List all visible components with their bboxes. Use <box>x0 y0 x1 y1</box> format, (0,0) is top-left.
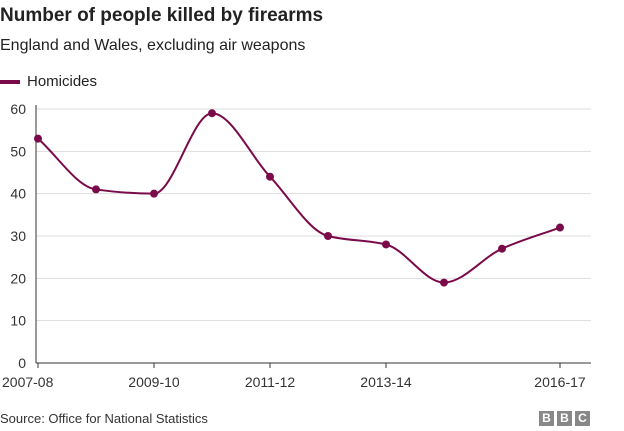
source-note: Source: Office for National Statistics <box>0 411 208 426</box>
data-point-2007-08 <box>34 134 42 143</box>
y-tick-label-60: 60 <box>10 101 26 117</box>
x-tick-label-2016-17: 2016-17 <box>534 374 586 390</box>
data-point-2016-17 <box>556 223 564 232</box>
x-tick-label-2007-08: 2007-08 <box>2 374 54 390</box>
data-point-2013-14 <box>382 240 390 249</box>
y-tick-label-50: 50 <box>10 143 26 159</box>
x-tick-label-2011-12: 2011-12 <box>245 374 296 390</box>
logo-letter-c: C <box>575 411 590 426</box>
data-point-2014-15 <box>440 278 448 287</box>
data-point-2012-13 <box>324 232 332 240</box>
legend: Homicides <box>0 73 97 90</box>
data-point-2015-16 <box>498 244 506 253</box>
data-point-2009-10 <box>150 189 158 198</box>
logo-letter-b1: B <box>539 411 554 426</box>
bbc-logo: B B C <box>539 411 590 426</box>
chart-title: Number of people killed by firearms <box>0 5 324 26</box>
legend-label-homicides: Homicides <box>27 73 98 90</box>
chart-subtitle: England and Wales, excluding air weapons <box>0 37 306 54</box>
data-point-2011-12 <box>266 172 274 181</box>
legend-swatch <box>0 79 20 84</box>
data-point-2008-09 <box>92 185 100 194</box>
series-line-0 <box>37 112 561 284</box>
y-tick-label-20: 20 <box>10 270 26 286</box>
y-tick-label-10: 10 <box>10 313 26 329</box>
y-tick-label-40: 40 <box>10 186 26 202</box>
x-tick-label-2009-10: 2009-10 <box>128 374 180 390</box>
logo-letter-b2: B <box>557 411 572 426</box>
data-point-2010-11 <box>208 109 216 118</box>
x-tick-label-2013-14: 2013-14 <box>360 374 412 390</box>
y-tick-label-30: 30 <box>10 228 26 244</box>
y-tick-label-0: 0 <box>18 355 26 371</box>
